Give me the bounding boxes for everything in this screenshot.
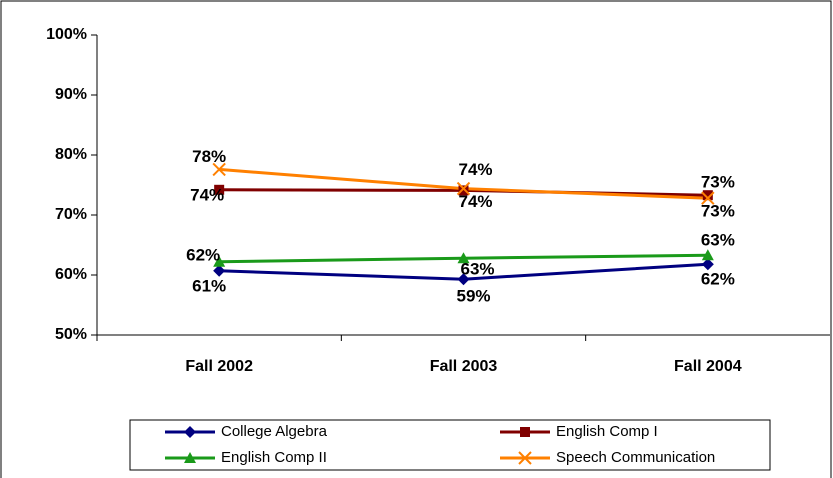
marker [701, 249, 714, 261]
data-label: 59% [456, 287, 490, 306]
marker [213, 255, 226, 267]
marker [702, 190, 713, 201]
legend-label: English Comp I [556, 423, 658, 440]
data-label: 73% [701, 202, 735, 221]
data-label: 78% [192, 147, 226, 166]
marker [520, 427, 530, 437]
data-label: 62% [186, 245, 220, 264]
legend-box [129, 419, 771, 471]
marker [458, 185, 469, 196]
y-tick-label: 50% [55, 326, 87, 343]
data-label: 73% [701, 173, 735, 192]
marker [213, 264, 226, 277]
y-tick-label: 80% [55, 146, 87, 163]
x-tick-label: Fall 2003 [430, 358, 498, 375]
legend-label: English Comp II [221, 449, 327, 466]
marker [518, 451, 532, 465]
marker [212, 162, 226, 177]
data-label: 63% [701, 231, 735, 250]
marker [457, 273, 470, 286]
marker [701, 258, 714, 271]
marker [184, 426, 196, 438]
y-tick-label: 70% [55, 206, 87, 223]
x-tick-label: Fall 2002 [185, 358, 253, 375]
marker [214, 184, 225, 195]
y-tick-label: 90% [55, 86, 87, 103]
data-label: 74% [190, 185, 224, 204]
legend-label: College Algebra [221, 423, 328, 440]
marker [184, 452, 196, 463]
marker [701, 191, 715, 205]
data-label: 63% [460, 260, 494, 279]
y-tick-label: 100% [46, 26, 87, 43]
data-label: 61% [192, 276, 226, 295]
y-tick-label: 60% [55, 266, 87, 283]
x-tick-label: Fall 2004 [674, 358, 742, 375]
data-label: 74% [458, 192, 492, 211]
data-label: 62% [701, 270, 735, 289]
data-label: 74% [458, 160, 492, 179]
legend-label: Speech Communication [556, 449, 715, 466]
marker [456, 181, 471, 196]
marker [457, 252, 470, 264]
